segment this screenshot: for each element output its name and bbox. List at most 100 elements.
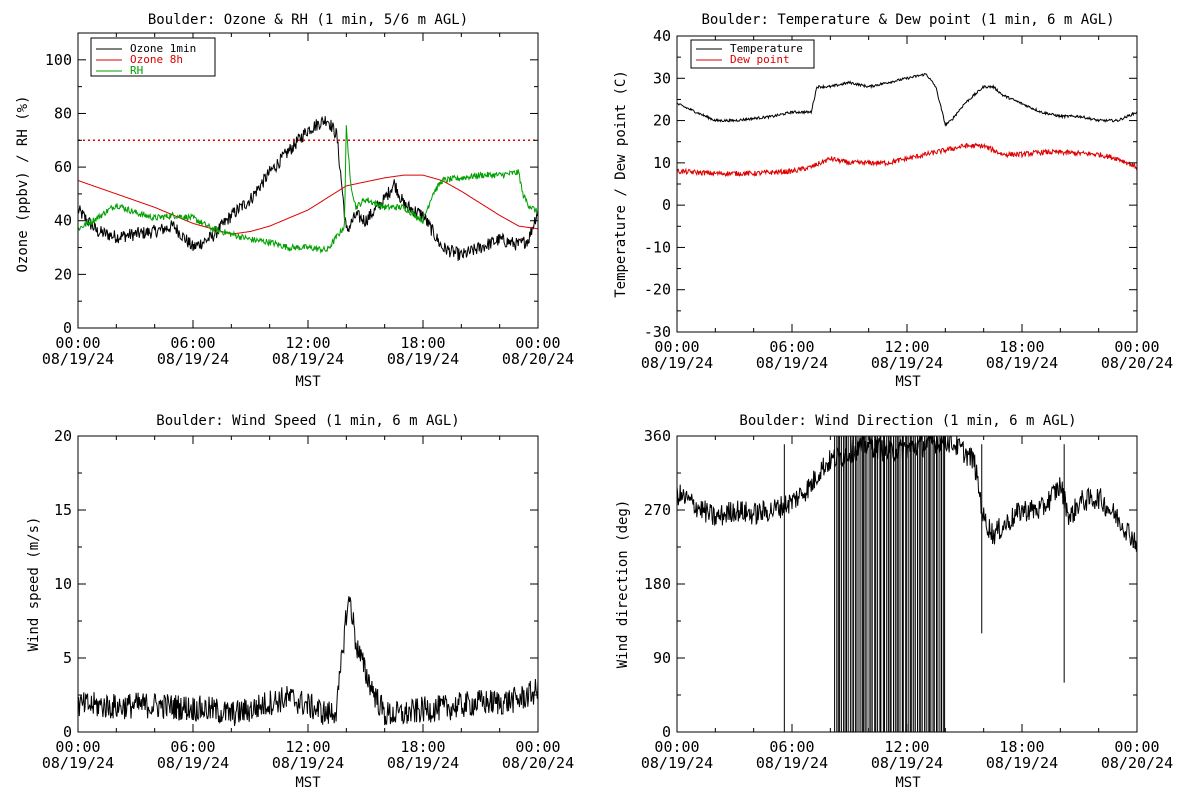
x-tick-time-label: 18:00 xyxy=(400,738,445,756)
x-tick-time-label: 00:00 xyxy=(1114,738,1159,756)
x-tick-date-label: 08/19/24 xyxy=(272,350,344,368)
series-line-dew-point xyxy=(677,142,1137,178)
x-tick-time-label: 00:00 xyxy=(55,334,100,352)
x-tick-time-label: 12:00 xyxy=(285,334,330,352)
x-tick-date-label: 08/19/24 xyxy=(871,354,943,372)
y-tick-label: 20 xyxy=(54,427,72,445)
y-tick-label: 100 xyxy=(45,51,72,69)
y-tick-label: -10 xyxy=(644,238,671,256)
plot-area: 02040608010000:0008/19/2406:0008/19/2412… xyxy=(42,32,574,368)
x-tick-time-label: 00:00 xyxy=(55,738,100,756)
temperature-dewpoint-panel: Boulder: Temperature & Dew point (1 min,… xyxy=(613,12,1173,390)
x-tick-date-label: 08/19/24 xyxy=(157,350,229,368)
series-line-ozone-8h xyxy=(78,174,538,235)
x-axis-label: MST xyxy=(895,775,921,791)
y-tick-label: 40 xyxy=(54,212,72,230)
y-tick-label: 10 xyxy=(653,154,671,172)
x-tick-date-label: 08/19/24 xyxy=(272,754,344,772)
x-tick-date-label: 08/19/24 xyxy=(42,350,114,368)
x-tick-time-label: 06:00 xyxy=(170,334,215,352)
series-line-main xyxy=(78,596,538,726)
legend-box xyxy=(90,37,216,77)
x-tick-date-label: 08/19/24 xyxy=(756,354,828,372)
plot-area: 09018027036000:0008/19/2406:0008/19/2412… xyxy=(641,427,1173,772)
x-tick-time-label: 12:00 xyxy=(884,338,929,356)
legend-label-dew-point: Dew point xyxy=(730,53,790,66)
y-tick-label: 270 xyxy=(644,501,671,519)
y-axis-label: Ozone (ppbv) / RH (%) xyxy=(15,95,31,272)
y-tick-label: 30 xyxy=(653,69,671,87)
y-tick-label: 20 xyxy=(653,112,671,130)
x-tick-date-label: 08/19/24 xyxy=(986,354,1058,372)
y-tick-label: 10 xyxy=(54,575,72,593)
x-axis-label: MST xyxy=(295,374,321,390)
y-tick-label: -30 xyxy=(644,323,671,341)
x-tick-time-label: 00:00 xyxy=(515,738,560,756)
x-tick-date-label: 08/19/24 xyxy=(157,754,229,772)
x-tick-time-label: 06:00 xyxy=(170,738,215,756)
series-line-wrap xyxy=(834,436,946,732)
y-tick-label: 5 xyxy=(63,649,72,667)
x-tick-date-label: 08/19/24 xyxy=(756,754,828,772)
y-tick-label: 0 xyxy=(662,723,671,741)
x-axis-label: MST xyxy=(295,775,321,791)
wind-direction-panel: Boulder: Wind Direction (1 min, 6 m AGL)… xyxy=(615,413,1173,791)
x-tick-date-label: 08/19/24 xyxy=(871,754,943,772)
y-axis-label: Temperature / Dew point (C) xyxy=(613,70,629,298)
legend-label-temperature: Temperature xyxy=(730,42,803,55)
panel-title: Boulder: Wind Speed (1 min, 6 m AGL) xyxy=(156,413,459,429)
y-axis-label: Wind speed (m/s) xyxy=(26,517,42,652)
x-tick-date-label: 08/19/24 xyxy=(42,754,114,772)
series-line-rh xyxy=(78,125,538,254)
legend-label-ozone-8h: Ozone 8h xyxy=(130,53,183,66)
x-tick-time-label: 06:00 xyxy=(769,738,814,756)
x-tick-time-label: 18:00 xyxy=(999,338,1044,356)
y-tick-label: 60 xyxy=(54,158,72,176)
plot-area: -30-20-1001020304000:0008/19/2406:0008/1… xyxy=(641,27,1173,372)
y-tick-label: 80 xyxy=(54,104,72,122)
x-tick-date-label: 08/20/24 xyxy=(502,754,574,772)
legend-label-ozone-1min: Ozone 1min xyxy=(130,42,196,55)
x-tick-date-label: 08/19/24 xyxy=(387,350,459,368)
x-tick-date-label: 08/20/24 xyxy=(502,350,574,368)
legend-label-rh: RH xyxy=(130,64,143,77)
x-axis-label: MST xyxy=(895,374,921,390)
plot-frame xyxy=(676,35,1138,333)
panel-title: Boulder: Ozone & RH (1 min, 5/6 m AGL) xyxy=(148,12,468,28)
x-tick-time-label: 18:00 xyxy=(400,334,445,352)
y-tick-label: 0 xyxy=(63,319,72,337)
x-tick-time-label: 12:00 xyxy=(285,738,330,756)
y-tick-label: 40 xyxy=(653,27,671,45)
y-tick-label: 360 xyxy=(644,427,671,445)
y-tick-label: 90 xyxy=(653,649,671,667)
legend-box xyxy=(690,39,815,69)
series-line-temperature xyxy=(677,73,1137,127)
y-tick-label: -20 xyxy=(644,281,671,299)
y-tick-label: 0 xyxy=(63,723,72,741)
panel-title: Boulder: Temperature & Dew point (1 min,… xyxy=(701,12,1114,28)
y-tick-label: 180 xyxy=(644,575,671,593)
x-tick-time-label: 12:00 xyxy=(884,738,929,756)
legend: Temperature Dew point xyxy=(690,39,815,69)
x-tick-time-label: 00:00 xyxy=(1114,338,1159,356)
ozone-rh-panel: Boulder: Ozone & RH (1 min, 5/6 m AGL) M… xyxy=(15,12,574,390)
x-tick-date-label: 08/19/24 xyxy=(986,754,1058,772)
plot-frame xyxy=(77,435,539,733)
y-tick-label: 0 xyxy=(662,196,671,214)
x-tick-time-label: 06:00 xyxy=(769,338,814,356)
x-tick-date-label: 08/20/24 xyxy=(1101,354,1173,372)
y-axis-label: Wind direction (deg) xyxy=(615,500,631,669)
x-tick-date-label: 08/19/24 xyxy=(641,354,713,372)
x-tick-time-label: 18:00 xyxy=(999,738,1044,756)
x-tick-time-label: 00:00 xyxy=(654,338,699,356)
x-tick-date-label: 08/19/24 xyxy=(387,754,459,772)
series-wrap-spikes xyxy=(783,436,1065,732)
x-tick-date-label: 08/19/24 xyxy=(641,754,713,772)
y-tick-label: 20 xyxy=(54,265,72,283)
plot-area: 0510152000:0008/19/2406:0008/19/2412:000… xyxy=(42,427,574,772)
x-tick-time-label: 00:00 xyxy=(654,738,699,756)
panel-title: Boulder: Wind Direction (1 min, 6 m AGL) xyxy=(739,413,1076,429)
series-line-ozone-1min xyxy=(78,115,538,261)
wind-speed-panel: Boulder: Wind Speed (1 min, 6 m AGL) MST… xyxy=(26,413,574,791)
